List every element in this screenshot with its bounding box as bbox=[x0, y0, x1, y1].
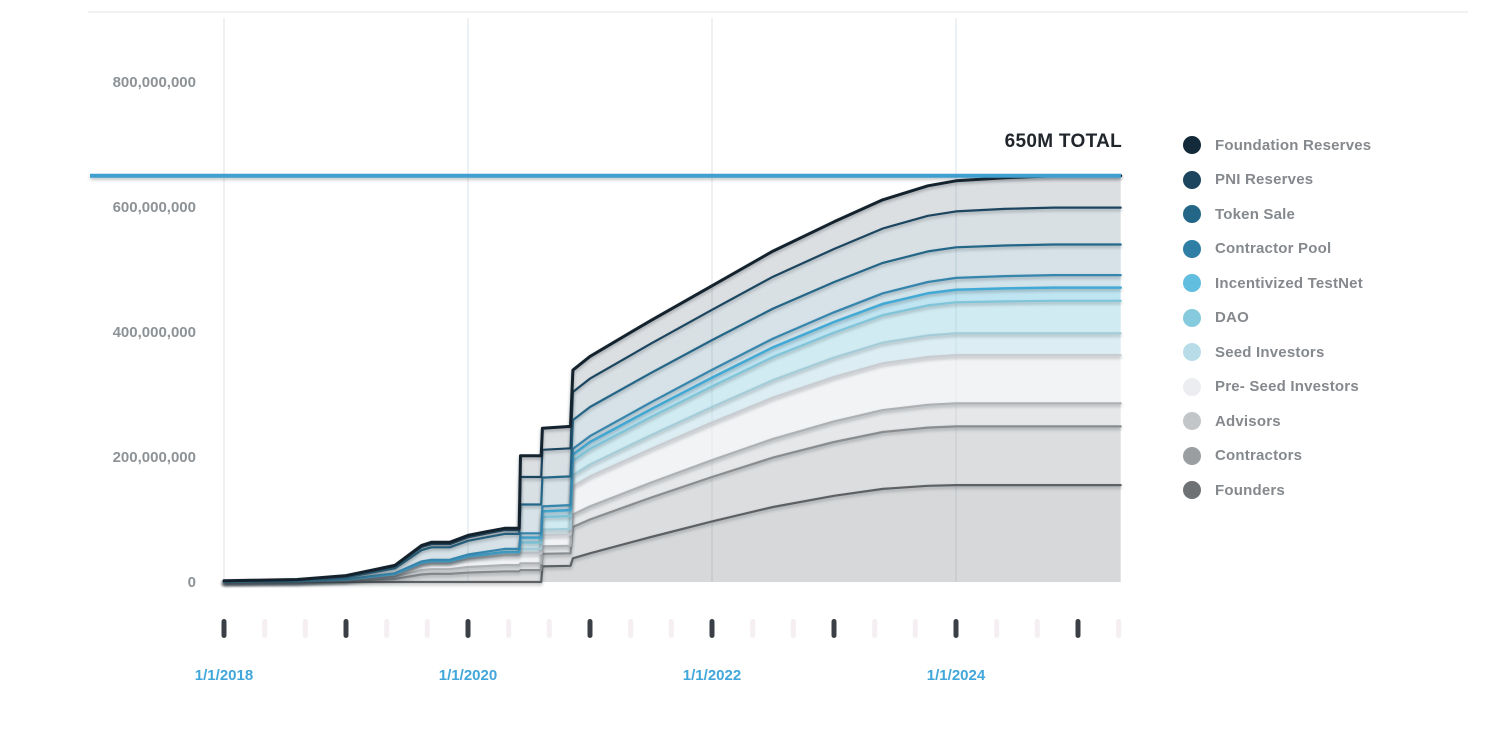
legend-label: DAO bbox=[1215, 309, 1249, 327]
legend-label: Seed Investors bbox=[1215, 343, 1325, 361]
x-axis-labels: 1/1/2018 1/1/2020 1/1/2022 1/1/2024 bbox=[195, 667, 986, 684]
area-bands bbox=[224, 175, 1121, 582]
area-band-advisors bbox=[224, 403, 1121, 582]
x-axis-date-label: 1/1/2022 bbox=[683, 667, 741, 684]
band-edge-foundation-reserves bbox=[222, 174, 1123, 583]
area-band-dao bbox=[224, 300, 1121, 582]
x-axis-minor-tick bbox=[872, 619, 878, 638]
legend-item: Token Sale bbox=[1183, 197, 1371, 232]
area-band-pre-seed-investors bbox=[224, 355, 1121, 582]
legend-label: Foundation Reserves bbox=[1215, 136, 1372, 154]
x-axis-ticks bbox=[221, 619, 1122, 638]
legend-color-dot bbox=[1183, 239, 1201, 258]
x-axis-major-tick bbox=[831, 619, 837, 638]
x-axis-minor-tick bbox=[912, 619, 918, 638]
legend-color-dot bbox=[1183, 446, 1201, 465]
x-axis-minor-tick bbox=[1034, 619, 1040, 638]
x-axis-minor-tick bbox=[628, 619, 634, 638]
legend-item: Advisors bbox=[1183, 404, 1371, 439]
x-axis-major-tick bbox=[953, 619, 959, 638]
x-axis-date-label: 1/1/2018 bbox=[195, 667, 253, 684]
y-axis-tick-label: 0 bbox=[188, 574, 196, 591]
total-supply-label: 650M TOTAL bbox=[1004, 131, 1122, 152]
top-divider bbox=[88, 11, 1468, 13]
y-axis-tick-label: 600,000,000 bbox=[113, 199, 196, 216]
x-axis-minor-tick bbox=[262, 619, 268, 638]
x-axis-major-tick bbox=[221, 619, 227, 638]
legend-color-dot bbox=[1183, 274, 1201, 293]
legend-color-dot bbox=[1183, 308, 1201, 327]
legend-item: Contractors bbox=[1183, 439, 1371, 474]
legend-color-dot bbox=[1183, 481, 1201, 500]
legend-label: Advisors bbox=[1215, 412, 1281, 430]
legend-color-dot bbox=[1183, 170, 1201, 189]
legend-label: Pre- Seed Investors bbox=[1215, 378, 1359, 396]
legend-item: Contractor Pool bbox=[1183, 232, 1371, 267]
legend-item: Foundation Reserves bbox=[1183, 128, 1371, 163]
y-axis-tick-label: 200,000,000 bbox=[113, 449, 196, 466]
x-axis-minor-tick bbox=[668, 619, 674, 638]
band-edges bbox=[222, 174, 1123, 584]
x-axis-minor-tick bbox=[506, 619, 512, 638]
y-axis-tick-label: 400,000,000 bbox=[113, 324, 196, 341]
legend-item: Pre- Seed Investors bbox=[1183, 370, 1371, 405]
x-axis-major-tick bbox=[587, 619, 593, 638]
legend-item: DAO bbox=[1183, 301, 1371, 336]
legend-item: Founders bbox=[1183, 473, 1371, 508]
area-band-founders bbox=[224, 485, 1121, 582]
x-axis-major-tick bbox=[465, 619, 471, 638]
legend-color-dot bbox=[1183, 412, 1201, 431]
x-axis-major-tick bbox=[343, 619, 349, 638]
legend-color-dot bbox=[1183, 205, 1201, 224]
legend-color-dot bbox=[1183, 377, 1201, 396]
legend-label: Token Sale bbox=[1215, 205, 1296, 223]
legend-label: Founders bbox=[1215, 481, 1285, 499]
x-axis-major-tick bbox=[1075, 619, 1081, 638]
x-axis-minor-tick bbox=[994, 619, 1000, 638]
band-edge-contractor-pool bbox=[222, 274, 1122, 583]
x-axis-minor-tick bbox=[546, 619, 552, 638]
x-axis-minor-tick bbox=[1116, 619, 1122, 638]
legend-item: Incentivized TestNet bbox=[1183, 266, 1371, 301]
x-axis-major-tick bbox=[709, 619, 715, 638]
gridlines bbox=[223, 18, 957, 582]
area-band-contractors bbox=[224, 426, 1121, 582]
x-axis-date-label: 1/1/2024 bbox=[927, 667, 986, 684]
x-axis-minor-tick bbox=[384, 619, 390, 638]
x-axis-date-label: 1/1/2020 bbox=[439, 667, 497, 684]
x-axis-minor-tick bbox=[424, 619, 430, 638]
legend-label: Contractor Pool bbox=[1215, 240, 1332, 258]
x-axis-minor-tick bbox=[302, 619, 308, 638]
chart-legend: Foundation Reserves PNI Reserves Token Sal… bbox=[1183, 128, 1371, 508]
y-axis-labels: 800,000,000 600,000,000 400,000,000 200,000… bbox=[113, 74, 196, 591]
legend-color-dot bbox=[1183, 136, 1201, 155]
x-axis-minor-tick bbox=[790, 619, 796, 638]
legend-label: Contractors bbox=[1215, 447, 1303, 465]
legend-label: Incentivized TestNet bbox=[1215, 274, 1363, 292]
legend-item: PNI Reserves bbox=[1183, 163, 1371, 198]
x-axis-minor-tick bbox=[750, 619, 756, 638]
legend-label: PNI Reserves bbox=[1215, 171, 1314, 189]
legend-item: Seed Investors bbox=[1183, 335, 1371, 370]
band-edge-token-sale bbox=[222, 243, 1122, 583]
y-axis-tick-label: 800,000,000 bbox=[113, 74, 196, 91]
legend-color-dot bbox=[1183, 343, 1201, 362]
